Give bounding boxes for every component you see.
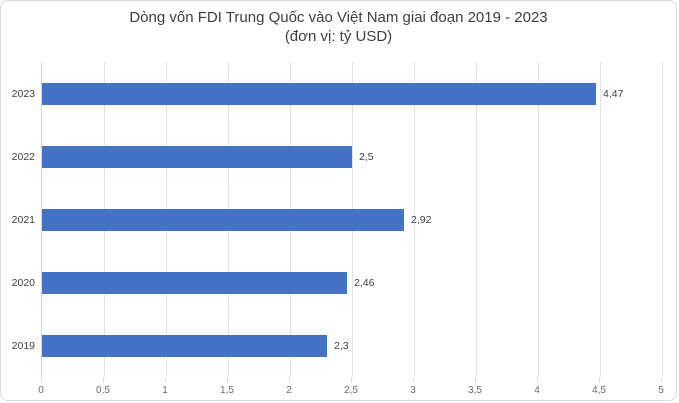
gridline — [414, 62, 415, 377]
chart-title: Dòng vốn FDI Trung Quốc vào Việt Nam gia… — [129, 9, 548, 26]
x-tick-label: 4,5 — [592, 385, 606, 396]
x-tick-mark — [165, 377, 166, 382]
bar-2020 — [42, 272, 347, 294]
x-tick-mark — [227, 377, 228, 382]
x-tick-mark — [41, 377, 42, 382]
x-tick-label: 3 — [410, 385, 416, 396]
value-label-2020: 2,46 — [354, 277, 375, 289]
x-tick-label: 5 — [658, 385, 664, 396]
chart-subtitle: (đơn vị: tỷ USD) — [284, 28, 393, 45]
chart-header: Dòng vốn FDI Trung Quốc vào Việt Nam gia… — [1, 8, 676, 46]
x-tick-label: 1,5 — [220, 385, 234, 396]
bar-2022 — [42, 146, 352, 168]
category-label-2020: 2020 — [11, 277, 35, 289]
value-label-2022: 2,5 — [359, 151, 374, 163]
x-tick-label: 0,5 — [96, 385, 110, 396]
x-tick-label: 4 — [534, 385, 540, 396]
category-label-2019: 2019 — [11, 340, 35, 352]
value-label-2019: 2,3 — [334, 340, 349, 352]
x-tick-mark — [599, 377, 600, 382]
value-label-2023: 4,47 — [603, 88, 624, 100]
gridline — [662, 62, 663, 377]
gridline — [476, 62, 477, 377]
category-label-2023: 2023 — [11, 88, 35, 100]
x-tick-mark — [537, 377, 538, 382]
category-axis: 2023 2022 2021 2020 2019 — [1, 62, 35, 377]
value-axis: 0 0,5 1 1,5 2 2,5 3 3,5 4 4,5 5 — [38, 377, 664, 400]
gridline — [538, 62, 539, 377]
value-label-2021: 2,92 — [411, 214, 432, 226]
category-label-2022: 2022 — [11, 151, 35, 163]
x-tick-label: 1 — [162, 385, 168, 396]
gridline — [600, 62, 601, 377]
bar-2023 — [42, 83, 596, 105]
x-tick-mark — [661, 377, 662, 382]
category-label-2021: 2021 — [11, 214, 35, 226]
x-tick-mark — [475, 377, 476, 382]
x-tick-mark — [103, 377, 104, 382]
plot-area: 4,47 2,5 2,92 2,46 2,3 — [41, 62, 663, 377]
x-tick-mark — [413, 377, 414, 382]
x-tick-label: 2,5 — [344, 385, 358, 396]
bar-2019 — [42, 335, 327, 357]
x-tick-label: 3,5 — [468, 385, 482, 396]
x-tick-mark — [351, 377, 352, 382]
x-tick-label: 0 — [38, 385, 44, 396]
x-tick-label: 2 — [286, 385, 292, 396]
x-tick-mark — [289, 377, 290, 382]
bar-2021 — [42, 209, 404, 231]
